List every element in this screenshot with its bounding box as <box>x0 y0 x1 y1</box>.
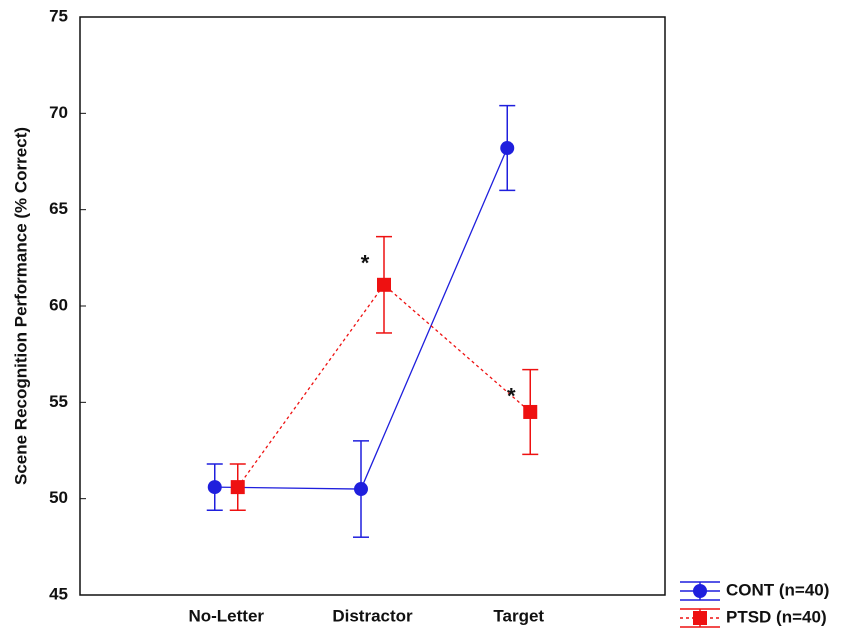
data-point <box>230 480 245 495</box>
legend-marker <box>693 611 707 625</box>
legend-marker <box>693 584 707 598</box>
data-point <box>500 141 515 156</box>
x-tick-label: No-Letter <box>188 606 264 625</box>
x-tick-label: Distractor <box>332 606 413 625</box>
y-tick-label: 60 <box>49 295 68 314</box>
data-point <box>523 404 538 419</box>
series-line <box>214 147 508 490</box>
y-tick-label: 75 <box>49 6 68 25</box>
x-tick-label: Target <box>493 606 544 625</box>
y-tick-label: 50 <box>49 488 68 507</box>
y-tick-label: 55 <box>49 392 68 411</box>
y-axis-label: Scene Recognition Performance (% Correct… <box>11 127 30 485</box>
data-point <box>354 482 368 497</box>
legend-label: CONT (n=40) <box>726 580 829 599</box>
y-tick-label: 70 <box>49 103 68 122</box>
annotation: * <box>361 250 370 275</box>
y-tick-label: 45 <box>49 584 68 603</box>
y-tick-label: 65 <box>49 199 68 218</box>
legend-label: PTSD (n=40) <box>726 607 827 626</box>
plot-frame <box>79 16 666 596</box>
series-line <box>237 283 531 488</box>
annotation: * <box>507 383 516 408</box>
data-point <box>377 277 391 292</box>
data-point <box>207 480 222 495</box>
